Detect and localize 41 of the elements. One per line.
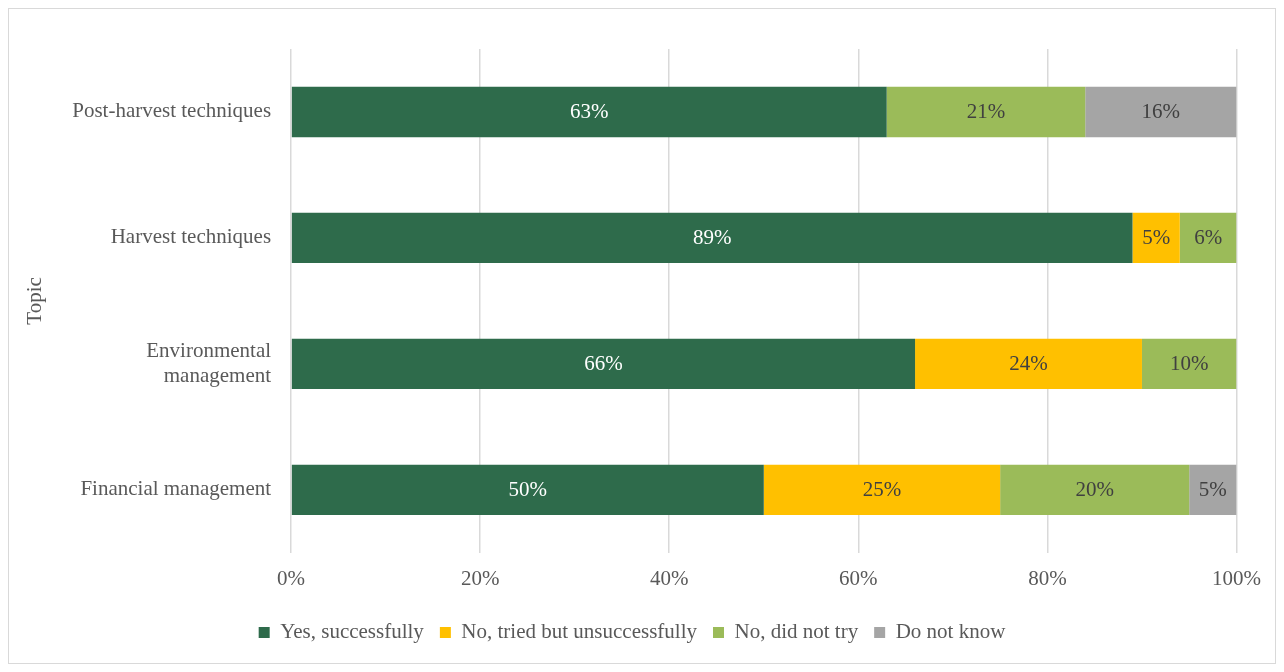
data-label: 6% <box>1194 225 1223 250</box>
y-tick-label: Environmental management <box>146 337 272 387</box>
y-tick-label: Financial management <box>80 476 272 501</box>
legend-label: Yes, successfully <box>280 619 425 644</box>
bar <box>763 464 1001 516</box>
data-label: 20% <box>1075 477 1114 502</box>
legend-label: No, tried but unsuccessfully <box>461 619 698 644</box>
legend-label: Do not know <box>895 619 1007 644</box>
data-label: 63% <box>570 99 609 124</box>
bar <box>1132 212 1180 264</box>
data-label: 16% <box>1141 99 1181 124</box>
y-tick-label: Post-harvest techniques <box>72 98 272 123</box>
data-label: 21% <box>966 99 1006 124</box>
x-tick-label: 40% <box>650 565 689 590</box>
y-axis-title: Topic <box>22 277 47 325</box>
bar <box>291 464 764 516</box>
data-label: 66% <box>584 351 623 376</box>
legend-label: No, did not try <box>734 619 859 644</box>
bar <box>1189 464 1237 516</box>
x-tick-label: 80% <box>1028 565 1067 590</box>
x-tick-label: 0% <box>277 565 306 590</box>
bar <box>1000 464 1190 516</box>
data-label: 89% <box>692 225 732 250</box>
bar <box>291 338 916 390</box>
bar <box>886 86 1086 138</box>
bar <box>1141 338 1237 390</box>
bar <box>1085 86 1237 138</box>
bar <box>915 338 1142 390</box>
data-label: 24% <box>1009 351 1048 376</box>
bar <box>291 212 1133 264</box>
data-label: 5% <box>1198 477 1227 502</box>
x-tick-label: 100% <box>1212 565 1261 590</box>
data-label: 50% <box>508 477 548 502</box>
y-tick-label: Harvest techniques <box>110 224 272 249</box>
x-tick-label: 20% <box>460 565 500 590</box>
data-label: 10% <box>1169 351 1209 376</box>
x-tick-label: 60% <box>839 565 878 590</box>
data-label: 5% <box>1142 225 1171 250</box>
data-label: 25% <box>862 477 902 502</box>
bar <box>1179 212 1237 264</box>
bar <box>291 86 887 138</box>
